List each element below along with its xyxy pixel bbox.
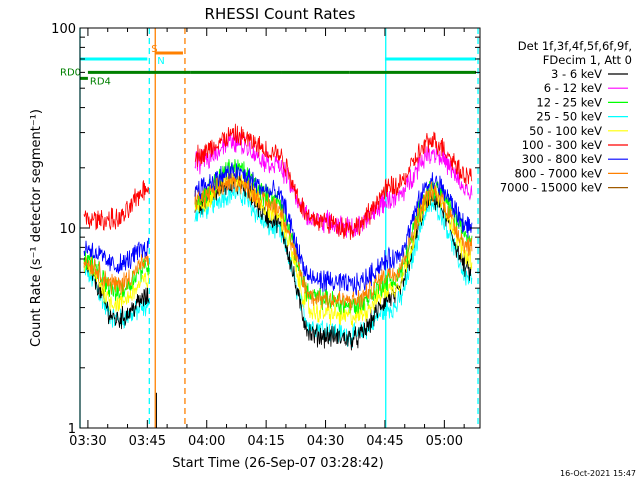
series-line-7 bbox=[194, 162, 473, 296]
x-tick-label: 05:00 bbox=[426, 434, 463, 449]
series-line-4 bbox=[194, 182, 473, 348]
legend-entry-label: 50 - 100 keV bbox=[529, 124, 602, 138]
series-line-6 bbox=[83, 180, 150, 231]
state-bars: SN RD0 RD4 bbox=[60, 44, 477, 87]
legend-header-line-2: FDecim 1, Att 0 bbox=[543, 53, 632, 67]
legend-entry-label: 3 - 6 keV bbox=[551, 67, 602, 81]
series-line-5 bbox=[83, 257, 150, 312]
series-clip-group bbox=[83, 123, 473, 351]
legend-header-line-1: Det 1f,3f,4f,5f,6f,9f, bbox=[518, 39, 632, 53]
x-tick-label: 03:30 bbox=[69, 434, 106, 449]
series-line-6 bbox=[194, 123, 473, 240]
generated-timestamp: 16-Oct-2021 15:47 bbox=[560, 469, 636, 478]
x-tick-label: 04:45 bbox=[366, 434, 403, 449]
x-axis-label: Start Time (26-Sep-07 03:28:42) bbox=[172, 456, 383, 471]
data-series bbox=[83, 123, 473, 351]
legend-entry-label: 100 - 300 keV bbox=[522, 138, 602, 152]
attenuator-label: S bbox=[151, 44, 157, 55]
x-tick-label: 04:15 bbox=[247, 434, 284, 449]
x-tick-label: 04:30 bbox=[307, 434, 344, 449]
series-line-3 bbox=[194, 158, 473, 315]
series-line-8 bbox=[194, 173, 473, 311]
series-line-7 bbox=[83, 237, 150, 274]
legend-entry-label: 12 - 25 keV bbox=[536, 95, 602, 109]
axes: 03:30 03:45 04:00 04:15 04:30 04:45 05:00 1 10 10… bbox=[51, 22, 480, 449]
y-axis-label: Count Rate (s⁻¹ detector segment⁻¹) bbox=[29, 109, 44, 347]
chart-title: RHESSI Count Rates bbox=[205, 5, 356, 23]
legend-entry-label: 25 - 50 keV bbox=[536, 110, 602, 124]
y-tick-label: 10 bbox=[59, 222, 76, 237]
x-tick-label: 03:45 bbox=[129, 434, 166, 449]
legend-entry-label: 6 - 12 keV bbox=[544, 81, 602, 95]
series-line-8 bbox=[83, 251, 150, 295]
legend: Det 1f,3f,4f,5f,6f,9f, FDecim 1, Att 0 3… bbox=[500, 39, 632, 195]
night-label: N bbox=[157, 56, 164, 67]
y-tick-label: 1 bbox=[68, 422, 76, 437]
state-label: RD0 bbox=[60, 67, 81, 78]
x-tick-label: 04:00 bbox=[188, 434, 225, 449]
state-label: RD4 bbox=[90, 76, 111, 87]
legend-entry-label: 800 - 7000 keV bbox=[514, 166, 602, 180]
y-tick-label: 100 bbox=[51, 22, 76, 37]
legend-entry-label: 7000 - 15000 keV bbox=[500, 181, 602, 195]
legend-entry-label: 300 - 800 keV bbox=[522, 152, 602, 166]
